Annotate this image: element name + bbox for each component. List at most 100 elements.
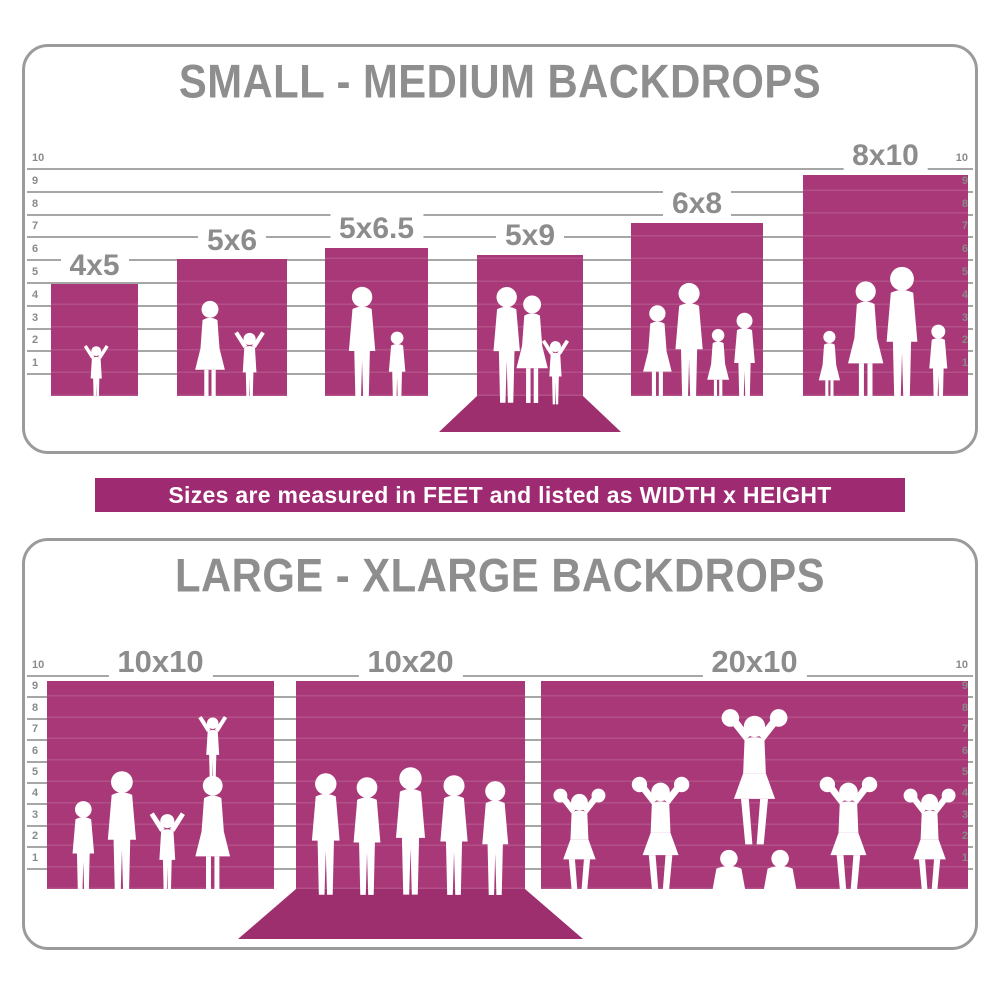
ruler-gridline [27,327,973,330]
ruler-gridline [27,675,973,677]
ruler-mark-label: 6 [32,243,39,256]
ruler-mark-label: 9 [32,680,39,693]
person-silhouette [83,345,109,405]
ruler-mark-label: 3 [32,808,39,821]
ruler-mark-label: 1 [32,357,39,370]
backdrop-bar: 4x5 [51,250,138,405]
ruler-gridline [27,824,973,827]
backdrop-size-label: 4x5 [60,250,129,282]
silhouette-family-of-four [643,282,755,404]
panel-small-medium-backdrops: SMALL - MEDIUM BACKDROPS 4x5 5x6 5x6.5 5x9 6… [22,44,978,454]
person-silhouette [711,850,747,897]
person-silhouette [493,286,520,403]
person-silhouette [929,324,948,404]
ruler-gridline [27,282,973,284]
person-silhouette [516,295,548,403]
ruler-mark-label: 1 [32,851,39,864]
ruler-mark-label: 9 [961,174,968,187]
backdrop-bar: 5x9 [477,220,583,404]
person-silhouette [848,281,884,403]
ruler-mark-label: 8 [32,197,39,210]
ruler-mark-label: 5 [961,766,968,778]
ruler-gridline [27,236,973,239]
person-silhouette [734,312,755,404]
ruler-gridline [27,190,973,193]
ruler-mark-label: 6 [32,744,39,757]
backdrop-size-label: 10x10 [108,645,213,679]
silhouette-group-of-five-men [311,767,509,896]
person-silhouette [195,776,231,896]
person-silhouette [353,777,381,896]
person-silhouette [541,339,570,404]
silhouette-mother-with-cheering-child [195,301,265,404]
person-silhouette [234,331,265,404]
ruler-mark-label: 10 [32,659,45,671]
silhouette-toddler-girl [83,345,109,405]
ruler-mark-label: 3 [32,311,39,324]
ruler-mark-label: 1 [961,357,968,370]
silhouette-father-with-son [348,286,406,404]
backdrop-bar: 8x10 [803,140,968,404]
ruler-mark-label: 1 [961,851,968,864]
ruler-mark-label: 5 [961,266,968,278]
backdrop-size-label: 5x9 [495,220,565,252]
person-silhouette [348,286,376,403]
ruler-gridline [27,213,973,216]
backdrop-bar: 10x10 [47,645,274,897]
ruler-mark-label: 9 [961,680,968,693]
backdrop-bar: 5x6.5 [325,213,428,404]
ruler-mark-label: 2 [32,830,39,843]
ruler-mark-label: 2 [961,334,968,347]
person-silhouette [311,773,340,896]
person-silhouette [553,789,606,896]
measurement-note-banner: Sizes are measured in FEET and listed as… [95,478,905,512]
panel-large-xlarge-backdrops: LARGE - XLARGE BACKDROPS 10x10 10x20 20x10… [22,538,978,950]
backdrop-floor-sweep [238,889,583,939]
person-silhouette [762,850,798,897]
ruler-mark-label: 7 [961,220,968,233]
backdrop-bar: 5x6 [177,225,287,404]
ruler-gridline [27,696,973,699]
ruler-mark-label: 8 [961,701,968,714]
person-silhouette [440,775,468,896]
ruler-mark-label: 4 [961,787,968,800]
panel-title: LARGE - XLARGE BACKDROPS [174,549,826,603]
ruler-gridline [27,803,973,806]
backdrop-size-label: 20x10 [702,645,807,679]
person-silhouette [721,709,788,845]
backdrop-floor-sweep [439,396,621,432]
ruler-mark-label: 9 [32,174,39,187]
ruler-gridline [27,717,973,720]
person-silhouette [707,328,730,404]
backdrop-bar: 20x10 [541,645,968,897]
person-silhouette [198,716,228,785]
ruler-mark-label: 8 [32,701,39,714]
ruler-mark-label: 4 [32,288,39,301]
ruler-gridline [27,867,973,870]
ruler-mark-label: 6 [961,243,968,256]
ruler-mark-label: 5 [32,766,39,778]
ruler-mark-label: 7 [32,723,39,736]
ruler-gridline [27,760,973,763]
ruler-gridline [27,846,973,849]
person-silhouette [195,301,225,403]
ruler-mark-label: 3 [961,311,968,324]
ruler-mark-label: 2 [961,830,968,843]
person-silhouette [388,331,406,404]
person-silhouette [886,266,918,402]
backdrop-size-label: 5x6 [197,225,267,257]
ruler-mark-label: 4 [32,787,39,800]
person-silhouette [818,330,841,404]
silhouette-family-of-five-with-child-on-shoulders [72,716,231,897]
ruler-gridline [27,168,973,170]
backdrop-size-label: 5x6.5 [329,213,424,245]
ruler-mark-label: 10 [32,152,45,164]
ruler-gridline [27,373,973,376]
ruler-gridline [27,739,973,742]
person-silhouette [149,812,185,897]
ruler-mark-label: 7 [961,723,968,736]
ruler-mark-label: 10 [955,659,968,671]
backdrop-bar: 6x8 [631,188,763,404]
person-silhouette [631,777,690,896]
